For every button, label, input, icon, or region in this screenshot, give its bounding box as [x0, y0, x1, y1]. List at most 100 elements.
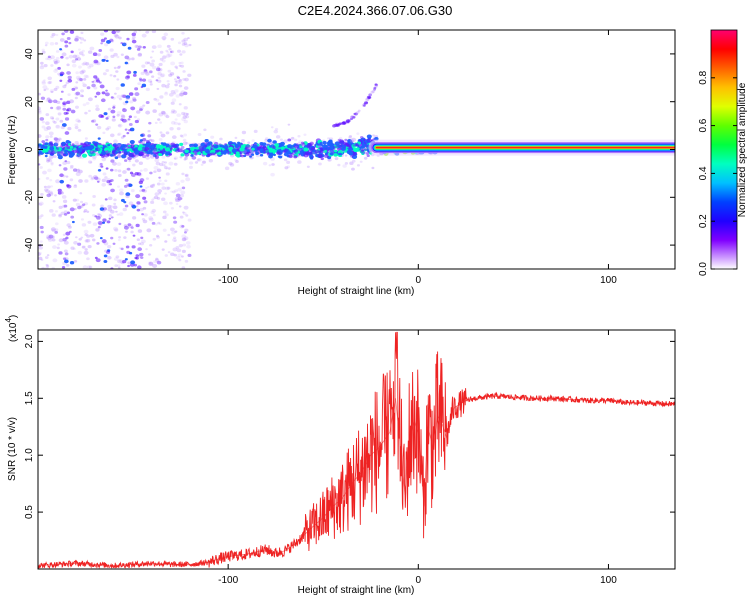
spectrogram-blob: [152, 65, 157, 70]
spectrogram-blob: [83, 250, 89, 255]
spectrogram-blob: [141, 217, 146, 221]
spectrogram-blob: [79, 192, 83, 195]
spectrogram-blob: [346, 150, 352, 155]
spectrogram-blob: [193, 148, 197, 152]
spectrogram-blob: [92, 157, 97, 161]
spectrogram-blob: [161, 186, 166, 190]
spectrogram-blob: [142, 206, 147, 210]
spectrogram-blob: [95, 107, 100, 112]
spectrogram-blob: [109, 154, 114, 157]
spectrogram-blob: [47, 236, 52, 241]
spectrogram-blob: [117, 185, 121, 188]
spectrogram-blob: [154, 150, 158, 154]
spectrogram-blob: [337, 163, 341, 167]
spectrogram-blob: [75, 172, 81, 177]
spectrogram-blob: [322, 141, 327, 145]
spectrogram-blob: [133, 70, 137, 74]
spectrogram-blob: [69, 166, 74, 170]
spectrogram-blob: [48, 131, 54, 136]
spectrogram-blob: [61, 195, 67, 199]
spectrogram-blob: [171, 109, 176, 113]
spectrogram-blob: [54, 137, 58, 141]
spectrogram-blob: [129, 139, 135, 145]
spectrogram-blob: [162, 55, 167, 59]
spectrogram-blob: [112, 148, 117, 152]
spectrogram-blob: [117, 238, 121, 242]
spectrogram-blob: [66, 264, 70, 267]
spectrogram-blob: [85, 62, 90, 66]
spectrogram-blob: [158, 62, 163, 67]
spectrogram-blob: [172, 190, 176, 194]
spectrogram-blob: [349, 161, 354, 166]
spectrogram-blob: [294, 138, 298, 142]
spectrogram-blob: [180, 64, 185, 68]
spectrogram-blob: [171, 230, 176, 235]
spectrogram-blob: [105, 89, 108, 92]
spectrogram-blob: [123, 224, 128, 228]
spectrogram-blob: [117, 132, 122, 136]
spectrogram-blob: [107, 244, 112, 249]
spectrogram-blob: [92, 214, 96, 217]
spectrogram-blob: [51, 33, 56, 37]
spectrogram-blob: [73, 85, 79, 90]
spectrogram-blob: [105, 117, 109, 120]
spectrogram-blob: [38, 252, 41, 257]
spectrogram-blob: [303, 153, 309, 158]
spectrogram-blob: [110, 179, 114, 182]
spectrogram-blob: [297, 160, 302, 164]
spectrogram-blob: [363, 156, 368, 160]
spectrogram-blob: [319, 150, 323, 154]
spectrogram-blob: [97, 147, 103, 152]
spectrogram-blob: [348, 135, 353, 138]
spectrogram-blob: [145, 72, 150, 76]
spectrogram-blob: [129, 171, 134, 175]
spectrogram-blob: [175, 94, 180, 98]
spectrogram-blob: [49, 89, 55, 93]
spectrogram-blob: [143, 200, 148, 204]
spectrogram-blob: [293, 149, 299, 153]
spectrogram-blob: [287, 123, 291, 126]
spectrogram-blob: [110, 236, 114, 240]
spectrogram-blob: [182, 70, 186, 73]
spectrogram-blob: [221, 145, 225, 148]
spectrogram-blob: [55, 179, 61, 184]
spectrogram-blob: [163, 113, 168, 117]
spectrogram-blob: [124, 258, 128, 261]
spectrogram-blob: [142, 104, 146, 107]
spectrogram-blob: [318, 162, 322, 166]
spectrogram-blob: [206, 142, 211, 146]
spectrogram-blob: [113, 52, 118, 57]
spectrogram-blob: [58, 214, 63, 218]
spectrogram-blob: [106, 180, 111, 184]
spectrogram-blob: [186, 112, 189, 116]
spectrogram-blob: [153, 195, 159, 200]
spectrogram-blob: [38, 109, 42, 113]
spectrogram-blob: [160, 150, 164, 154]
spectrogram-blob: [298, 147, 302, 150]
spectrogram-blob: [78, 169, 83, 174]
spectrogram-blob: [148, 261, 154, 266]
spectrogram-blob: [73, 185, 78, 189]
spectrogram-blob: [78, 48, 81, 51]
spectrogram-blob: [101, 150, 107, 155]
spectrogram-blob: [93, 75, 98, 79]
spectrogram-blob: [223, 149, 229, 154]
spectrogram-blob: [84, 239, 89, 243]
spectrogram-blob: [117, 123, 123, 128]
spectrogram-blob: [113, 33, 118, 37]
spectrogram-blob: [176, 75, 179, 78]
spectrogram-blob: [142, 189, 148, 194]
spectrogram-blob: [45, 113, 50, 117]
spectrogram-blob: [371, 90, 376, 93]
spectrogram-blob: [59, 71, 65, 76]
spectrogram-blob: [144, 143, 150, 148]
spectrogram-blob: [363, 104, 366, 107]
spectrogram-blob: [119, 191, 124, 196]
spectrogram-blob: [82, 61, 88, 66]
spectrogram-blob: [43, 79, 46, 82]
spectrogram-blob: [151, 30, 157, 34]
spectrogram-blob: [141, 140, 146, 144]
spectrogram-blob: [44, 44, 48, 47]
spectrogram-blob: [150, 184, 155, 188]
spectrogram-blob: [118, 259, 123, 263]
